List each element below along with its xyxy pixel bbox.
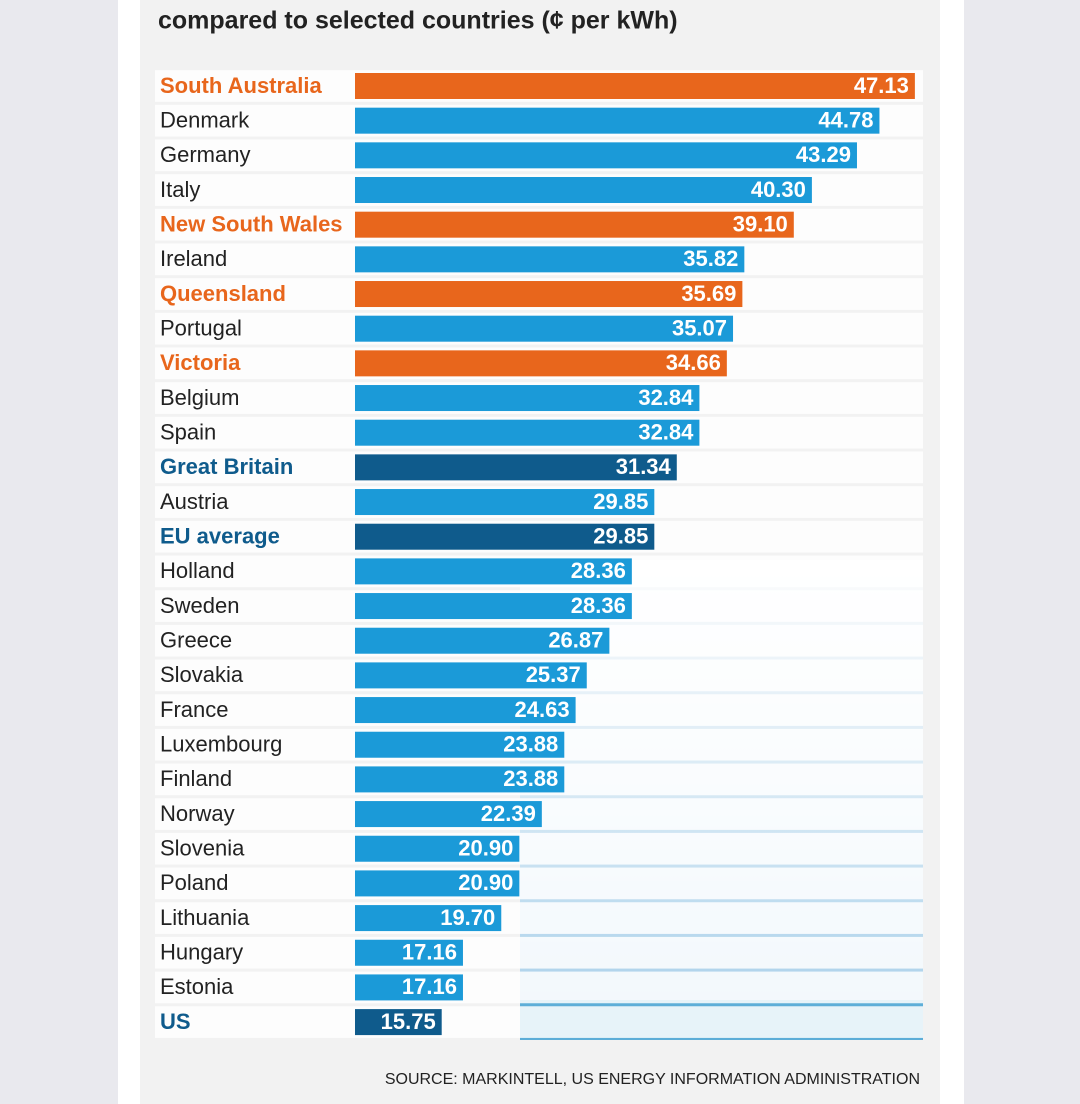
bar	[355, 523, 655, 550]
bar	[355, 246, 745, 273]
bar	[355, 73, 915, 99]
bar	[355, 662, 587, 689]
bar	[355, 385, 700, 412]
value-label: 25.37	[526, 662, 581, 687]
category-label: Ireland	[160, 246, 227, 271]
category-label: Greece	[160, 628, 232, 653]
category-label: Austria	[160, 489, 229, 514]
bar	[355, 593, 632, 620]
value-label: 32.84	[638, 385, 694, 410]
value-label: 17.16	[402, 974, 457, 999]
value-label: 44.78	[818, 107, 873, 132]
value-label: 31.34	[616, 454, 672, 479]
bar	[355, 627, 610, 654]
bar	[355, 350, 727, 377]
value-label: 15.75	[381, 1009, 436, 1034]
category-label: Luxembourg	[160, 732, 282, 757]
category-label: Norway	[160, 801, 235, 826]
value-label: 17.16	[402, 940, 457, 965]
bar	[355, 419, 700, 446]
value-label: 23.88	[503, 732, 558, 757]
bar	[355, 315, 734, 342]
category-label: Finland	[160, 766, 232, 791]
category-label: Lithuania	[160, 905, 250, 930]
category-label: EU average	[160, 524, 280, 549]
category-label: South Australia	[160, 73, 323, 98]
bar	[355, 939, 463, 966]
row-background	[155, 971, 923, 1004]
bar	[355, 974, 463, 1001]
bar	[355, 281, 743, 308]
row-background	[155, 936, 923, 969]
value-label: 29.85	[593, 489, 648, 514]
category-label: Italy	[160, 177, 200, 202]
value-label: 34.66	[666, 350, 721, 375]
category-label: Slovenia	[160, 836, 245, 861]
bar	[355, 1009, 442, 1036]
category-label: New South Wales	[160, 211, 343, 236]
value-label: 35.69	[681, 281, 736, 306]
bar	[355, 697, 576, 724]
value-label: 24.63	[515, 697, 570, 722]
value-label: 26.87	[548, 628, 603, 653]
category-label: Germany	[160, 142, 250, 167]
value-label: 29.85	[593, 524, 648, 549]
category-label: Great Britain	[160, 454, 293, 479]
value-label: 35.07	[672, 316, 727, 341]
value-label: 19.70	[440, 905, 495, 930]
category-label: Poland	[160, 870, 229, 895]
bar	[355, 766, 565, 793]
category-label: Denmark	[160, 107, 250, 132]
category-label: Holland	[160, 558, 235, 583]
row-background	[155, 867, 923, 900]
bar	[355, 107, 880, 134]
bar	[355, 211, 794, 238]
value-label: 32.84	[638, 420, 694, 445]
row-background	[155, 1006, 923, 1038]
category-label: Hungary	[160, 940, 243, 965]
category-label: France	[160, 697, 228, 722]
category-label: US	[160, 1009, 191, 1034]
value-label: 39.10	[733, 211, 788, 236]
category-label: Belgium	[160, 385, 239, 410]
bar	[355, 905, 502, 932]
value-label: 43.29	[796, 142, 851, 167]
bar	[355, 489, 655, 516]
value-label: 28.36	[571, 593, 626, 618]
bar	[355, 177, 812, 204]
value-label: 28.36	[571, 558, 626, 583]
bar	[355, 454, 677, 481]
value-label: 47.13	[854, 73, 909, 98]
value-label: 20.90	[458, 836, 513, 861]
bar	[355, 801, 542, 828]
value-label: 23.88	[503, 766, 558, 791]
row-background	[155, 902, 923, 934]
value-label: 35.82	[683, 246, 738, 271]
value-label: 40.30	[751, 177, 806, 202]
category-label: Estonia	[160, 974, 234, 999]
category-label: Sweden	[160, 593, 240, 618]
category-label: Queensland	[160, 281, 286, 306]
bar	[355, 731, 565, 758]
value-label: 20.90	[458, 870, 513, 895]
bar	[355, 835, 520, 862]
bar	[355, 558, 632, 585]
category-label: Slovakia	[160, 662, 244, 687]
bar	[355, 870, 520, 897]
category-label: Portugal	[160, 316, 242, 341]
category-label: Victoria	[160, 350, 241, 375]
chart-title: compared to selected countries (¢ per kW…	[158, 7, 678, 35]
source-note: SOURCE: MARKINTELL, US ENERGY INFORMATIO…	[385, 1071, 920, 1088]
category-label: Spain	[160, 420, 216, 445]
bar	[355, 142, 857, 169]
value-label: 22.39	[481, 801, 536, 826]
row-background	[155, 832, 923, 865]
